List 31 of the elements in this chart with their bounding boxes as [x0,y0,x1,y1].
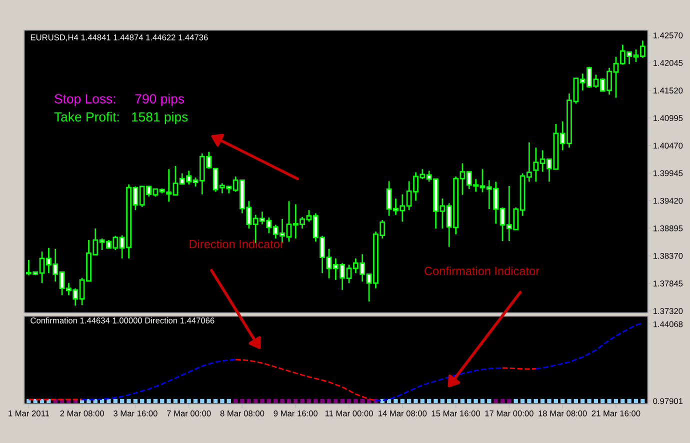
y-tick-label: 1.44068 [653,321,683,328]
x-tick-label: 15 Mar 16:00 [432,410,480,416]
annotation: Direction Indicator [190,240,284,248]
y-tick-label: 1.37845 [653,280,683,286]
y-tick-label: 1.37320 [653,308,683,314]
y-tick-label: 0.97901 [653,398,683,404]
annotation: Stop Loss: 790 pips [54,94,184,106]
y-tick-label: 1.40470 [653,142,683,149]
x-tick-label: 1 Mar 2011 [8,410,50,416]
x-tick-label: 7 Mar 00:00 [167,410,211,416]
y-tick-label: 1.38895 [653,225,683,232]
y-tick-label: 1.38370 [653,252,683,259]
x-tick-label: 14 Mar 08:00 [378,410,427,416]
x-tick-label: 17 Mar 00:00 [485,410,534,416]
x-tick-label: 3 Mar 16:00 [114,410,158,416]
y-tick-label: 1.39945 [653,170,683,176]
annotation: Take Profit: 1581 pips [54,112,188,124]
x-tick-label: 11 Mar 00:00 [325,410,373,416]
chart-title: Confirmation 1.44634 1.00000 Direction 1.447066 [30,317,214,324]
chart-title: EURUSD,H4 1.44841 1.44874 1.44622 1.44736 [30,34,208,42]
y-tick-label: 1.42570 [653,32,683,38]
x-tick-label: 2 Mar 08:00 [60,410,104,416]
y-tick-label: 1.42045 [653,60,683,66]
y-tick-label: 1.40995 [653,115,683,122]
annotation: Confirmation Indicator [424,266,540,276]
y-tick-label: 1.41520 [653,88,683,94]
x-tick-label: 21 Mar 16:00 [592,410,640,416]
x-tick-label: 18 Mar 08:00 [538,410,587,416]
y-tick-label: 1.39420 [653,198,683,204]
x-tick-label: 8 Mar 08:00 [220,410,264,416]
x-tick-label: 9 Mar 16:00 [274,410,318,416]
